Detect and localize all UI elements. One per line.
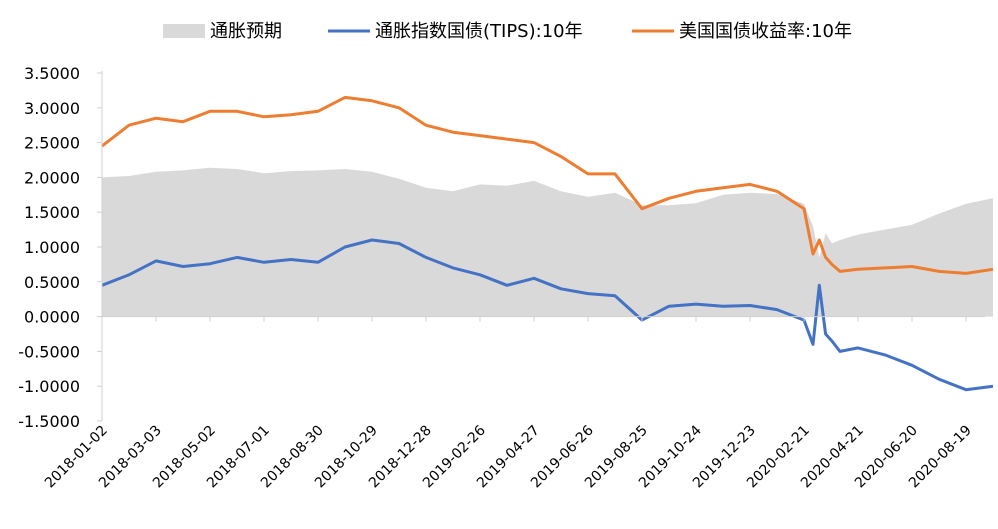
- y-tick-label: 2.5000: [24, 134, 80, 153]
- y-tick-label: 0.0000: [24, 308, 80, 327]
- legend-label: 通胀预期: [210, 21, 282, 42]
- legend-label: 通胀指数国债(TIPS):10年: [375, 21, 583, 42]
- y-tick-label: 0.5000: [24, 273, 80, 292]
- legend-swatch-area: [163, 24, 205, 38]
- y-tick-label: 3.5000: [24, 64, 80, 83]
- y-tick-label: -1.0000: [18, 377, 80, 396]
- y-tick-label: 1.0000: [24, 238, 80, 257]
- y-tick-label: 3.0000: [24, 99, 80, 118]
- series-line-tips-10y: [101, 238, 994, 392]
- y-tick-label: 2.0000: [24, 168, 80, 187]
- y-tick-label: 1.5000: [24, 203, 80, 222]
- legend-label: 美国国债收益率:10年: [679, 21, 852, 42]
- series-area-inflation-expectation: [102, 167, 993, 317]
- y-tick-label: -0.5000: [18, 342, 80, 361]
- series-line-treasury-10y: [101, 95, 994, 275]
- y-tick-label: -1.5000: [18, 412, 80, 431]
